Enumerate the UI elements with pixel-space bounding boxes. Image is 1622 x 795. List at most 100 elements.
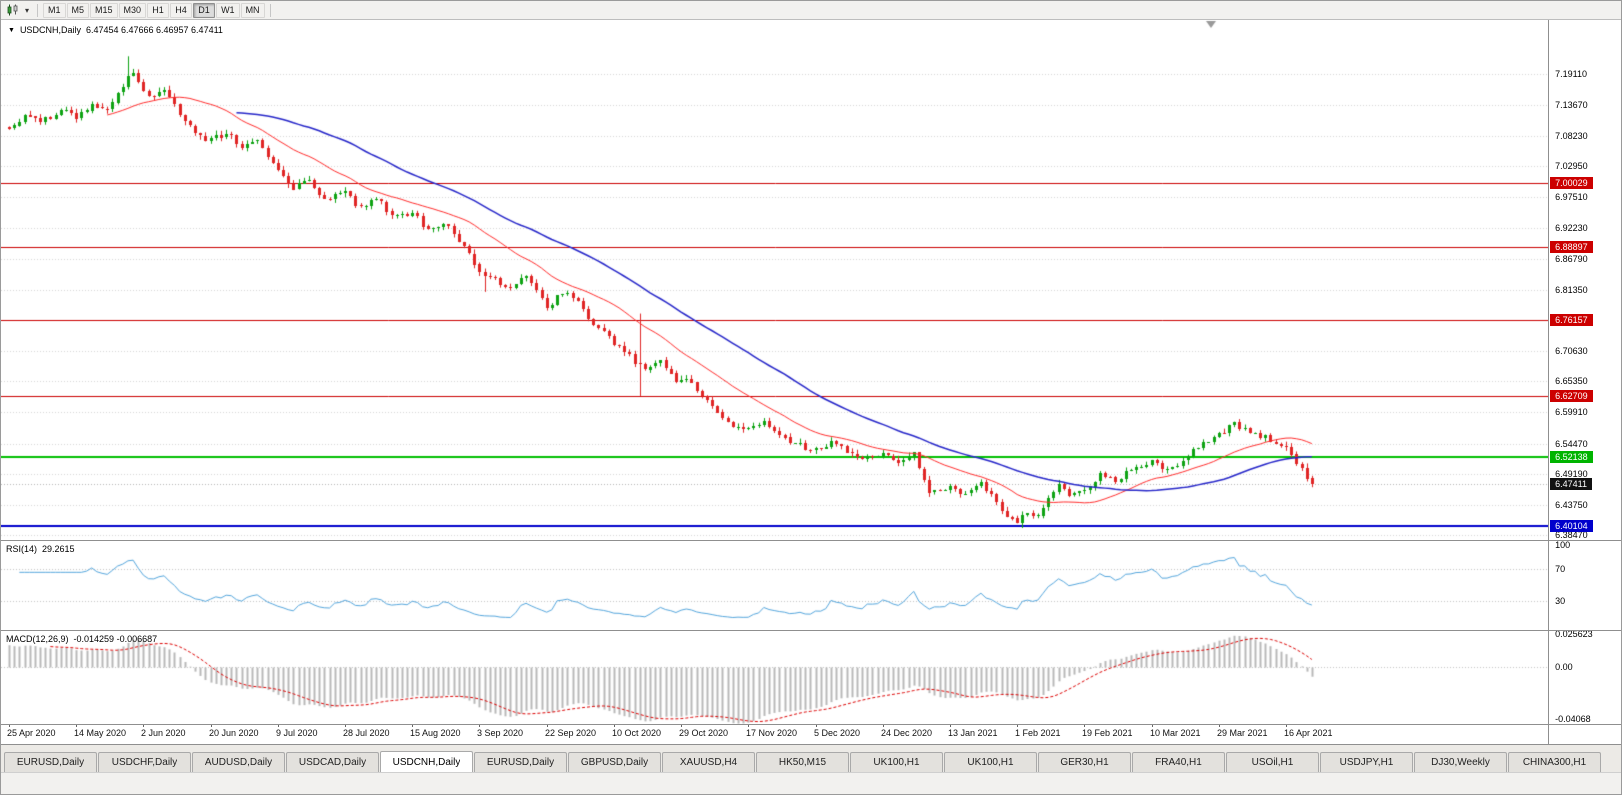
price-axis-label: 6.65350 [1555,376,1588,386]
pane-separator[interactable] [1,540,1621,541]
date-axis-label: 3 Sep 2020 [477,728,524,738]
chart-tab-uk100-h1[interactable]: UK100,H1 [850,752,943,772]
price-axis-label: 7.13670 [1555,100,1588,110]
chart-tab-usdcad-daily[interactable]: USDCAD,Daily [286,752,379,772]
current-price-badge: 6.47411 [1550,478,1592,490]
chart-area: ▼ USDCNH,Daily 6.47454 6.47666 6.46957 6… [1,20,1621,744]
chart-tab-label: USDJPY,H1 [1339,757,1394,768]
chart-type-dropdown-caret-icon[interactable]: ▾ [24,5,29,15]
date-axis-label: 29 Oct 2020 [679,728,729,738]
date-axis-label: 14 May 2020 [74,728,127,738]
time-axis-tick [345,724,346,727]
chart-tab-usdcnh-daily[interactable]: USDCNH,Daily [380,751,473,772]
macd-indicator-canvas[interactable] [1,630,1549,724]
time-axis-tick [681,724,682,727]
status-bar [1,772,1621,794]
date-axis-label: 19 Feb 2021 [1082,728,1133,738]
chart-tab-gbpusd-daily[interactable]: GBPUSD,Daily [568,752,661,772]
macd-name: MACD(12,26,9) [6,634,69,644]
date-axis-label: 22 Sep 2020 [545,728,597,738]
chart-title: ▼ USDCNH,Daily 6.47454 6.47666 6.46957 6… [8,25,223,35]
chart-tab-label: DJ30,Weekly [1431,757,1490,768]
rsi-name: RSI(14) [6,544,38,554]
date-axis-label: 5 Dec 2020 [814,728,861,738]
price-axis-label: 6.54470 [1555,439,1588,449]
chart-tab-label: EURUSD,Daily [16,757,85,768]
date-axis-label: 9 Jul 2020 [276,728,318,738]
chart-tab-eurusd-daily[interactable]: EURUSD,Daily [4,752,97,772]
chart-tab-xauusd-h4[interactable]: XAUUSD,H4 [662,752,755,772]
chart-tab-china300-h1[interactable]: CHINA300,H1 [1508,752,1601,772]
chart-context-menu-icon[interactable]: ▼ [8,26,15,34]
timeframe-button-w1[interactable]: W1 [216,2,240,18]
date-axis-label: 1 Feb 2021 [1015,728,1061,738]
chart-tab-eurusd-daily[interactable]: EURUSD,Daily [474,752,567,772]
price-chart-canvas[interactable] [1,20,1549,540]
price-axis-label: 6.86790 [1555,254,1588,264]
time-axis-tick [950,724,951,727]
timeframe-button-m1[interactable]: M1 [43,2,66,18]
date-axis-label: 15 Aug 2020 [410,728,461,738]
timeframe-button-m5[interactable]: M5 [66,2,90,18]
price-axis-label: 7.08230 [1555,131,1588,141]
price-axis-label: 6.70630 [1555,346,1588,356]
chart-tab-label: UK100,H1 [967,757,1014,768]
chart-tab-label: USDCAD,Daily [298,757,367,768]
chart-tab-fra40-h1[interactable]: FRA40,H1 [1132,752,1225,772]
pane-separator[interactable] [1,630,1621,631]
price-axis-label: 7.02950 [1555,161,1588,171]
chart-tab-label: USOil,H1 [1251,757,1294,768]
chart-tab-usdchf-daily[interactable]: USDCHF,Daily [98,752,191,772]
rsi-indicator-canvas[interactable] [1,540,1549,630]
timeframe-button-d1[interactable]: D1 [193,2,216,18]
time-axis-tick [143,724,144,727]
chart-tab-label: AUDUSD,Daily [204,757,273,768]
chart-tab-usoil-h1[interactable]: USOil,H1 [1226,752,1319,772]
price-level-badge: 6.40104 [1550,520,1593,532]
timeframe-button-m15[interactable]: M15 [90,2,118,18]
chart-tab-hk50-m15[interactable]: HK50,M15 [756,752,849,772]
timeframe-button-h4[interactable]: H4 [170,2,193,18]
toolbar-separator [269,3,271,17]
date-axis-label: 2 Jun 2020 [141,728,186,738]
chart-tab-ger30-h1[interactable]: GER30,H1 [1038,752,1131,772]
chart-tab-label: XAUUSD,H4 [679,757,738,768]
macd-values: -0.014259 -0.006687 [73,634,158,644]
chart-tab-dj30-weekly[interactable]: DJ30,Weekly [1414,752,1507,772]
price-axis-label: 6.92230 [1555,223,1588,233]
macd-axis-label: -0.04068 [1555,714,1591,724]
time-axis-tick [816,724,817,727]
date-axis-label: 17 Nov 2020 [746,728,798,738]
timeframes-toolbar: ▾ M1 M5 M15 M30 H1 H4 D1 W1 MN [1,1,1621,20]
chart-tab-label: UK100,H1 [873,757,920,768]
timeframe-button-m30[interactable]: M30 [118,2,147,18]
chart-tab-label: HK50,M15 [778,757,827,768]
price-level-badge: 6.88897 [1550,241,1593,253]
timeframe-button-h1[interactable]: H1 [147,2,170,18]
candlestick-icon-glyph [7,4,18,16]
price-level-badge: 6.52138 [1550,451,1593,463]
macd-axis-label: 0.00 [1555,662,1573,672]
chart-tab-label: CHINA300,H1 [1522,757,1587,768]
time-axis-tick [278,724,279,727]
time-axis-tick [883,724,884,727]
chart-symbol-period: USDCNH,Daily [19,25,81,35]
price-axis-label: 6.49190 [1555,469,1588,479]
time-axis[interactable]: 25 Apr 2020 14 May 2020 2 Jun 2020 20 Jun 2… [1,724,1549,744]
timeframe-button-mn[interactable]: MN [240,2,265,18]
rsi-indicator-label: RSI(14) 29.2615 [6,544,75,554]
price-axis-label: 6.59910 [1555,407,1588,417]
chart-type-icon[interactable] [4,3,22,18]
chart-tab-uk100-h1[interactable]: UK100,H1 [944,752,1037,772]
date-axis-label: 20 Jun 2020 [209,728,259,738]
date-axis-label: 10 Oct 2020 [612,728,662,738]
price-axis[interactable]: 7.19110 7.13670 7.08230 7.02950 6.97510 6.922… [1548,20,1621,744]
date-axis-label: 24 Dec 2020 [881,728,933,738]
time-axis-tick [614,724,615,727]
price-level-badge: 7.00029 [1550,177,1593,189]
rsi-axis-label: 100 [1555,540,1571,550]
chart-tab-usdjpy-h1[interactable]: USDJPY,H1 [1320,752,1413,772]
chart-tab-audusd-daily[interactable]: AUDUSD,Daily [192,752,285,772]
date-axis-label: 29 Mar 2021 [1217,728,1268,738]
